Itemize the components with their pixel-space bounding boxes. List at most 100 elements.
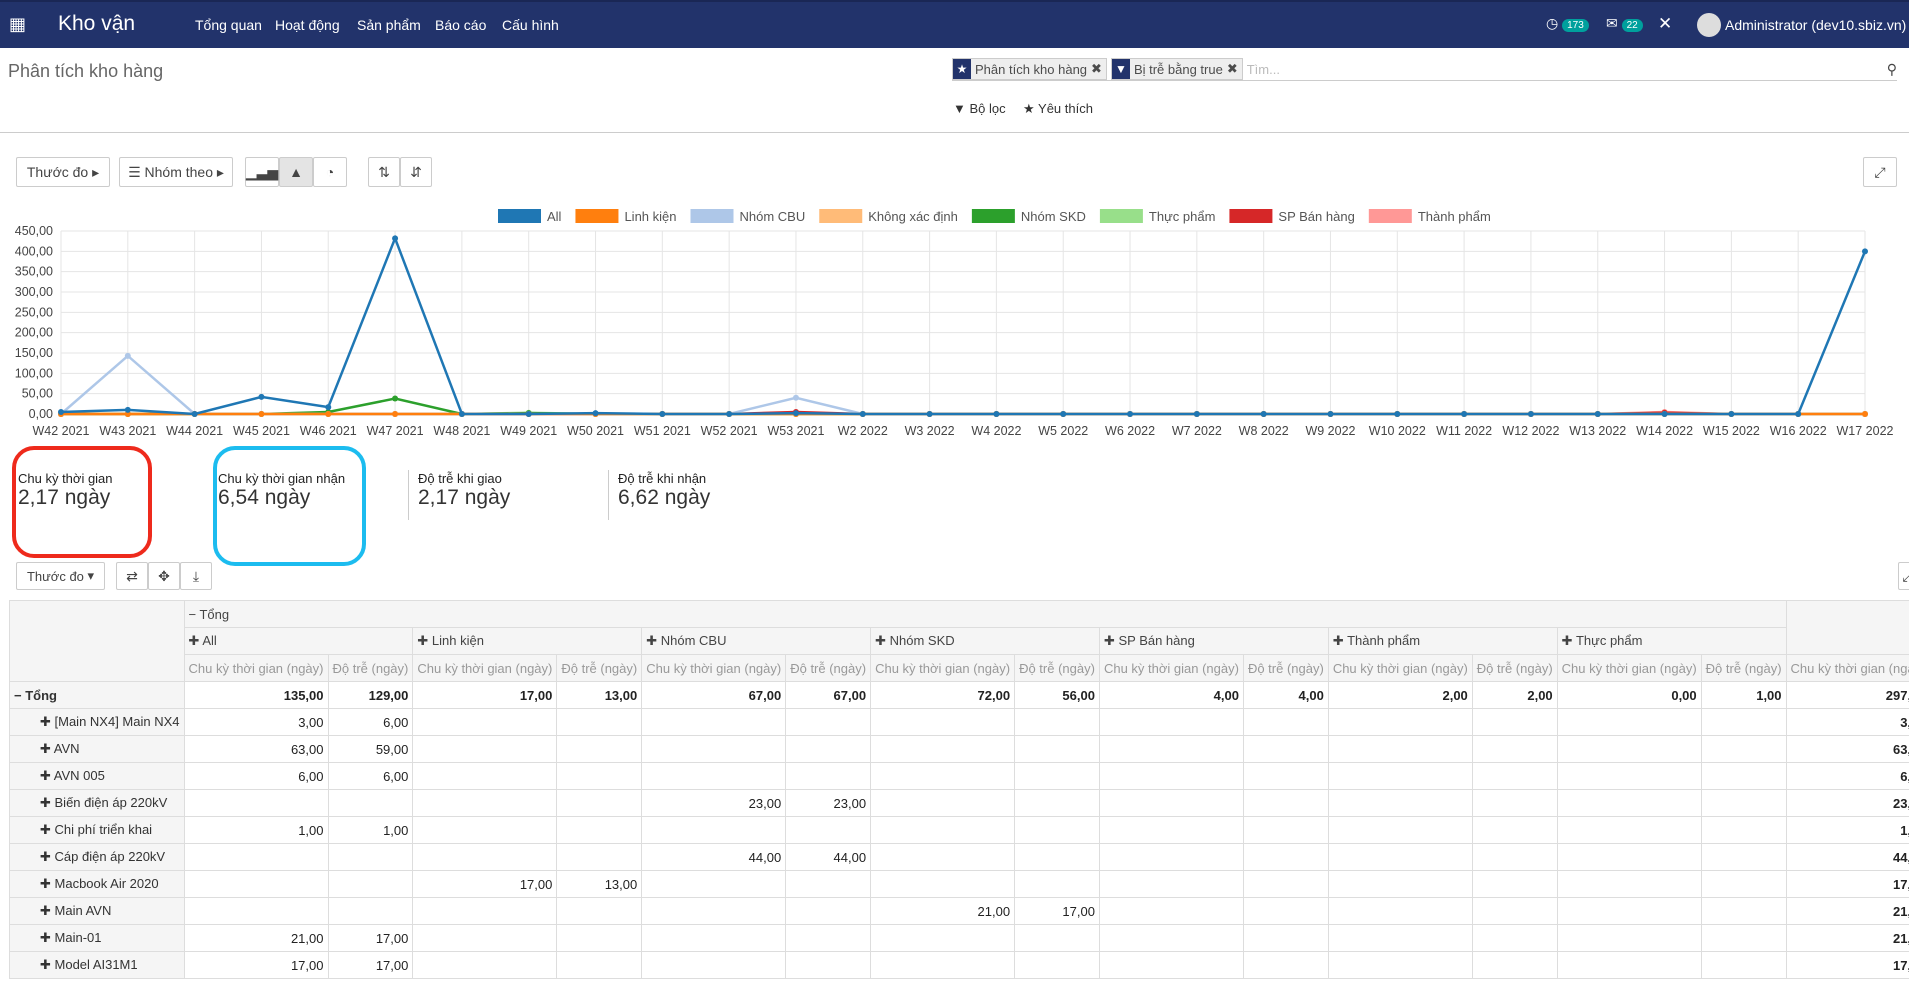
cell[interactable]: [412, 843, 558, 871]
row-header[interactable]: ✚ [Main NX4] Main NX4: [9, 708, 185, 736]
cell[interactable]: [1327, 789, 1473, 817]
cell[interactable]: 21,00: [870, 897, 1016, 925]
cell[interactable]: 13,00: [556, 870, 643, 898]
cell[interactable]: [1700, 708, 1787, 736]
cell[interactable]: [870, 735, 1016, 763]
cell[interactable]: [1471, 843, 1558, 871]
measure-button[interactable]: Thước đo ▸: [16, 157, 110, 187]
cell[interactable]: [641, 897, 787, 925]
menu-item[interactable]: Hoạt động: [275, 17, 340, 33]
measure-header[interactable]: Độ trễ (ngày): [1014, 654, 1100, 682]
cell[interactable]: 44,00: [641, 843, 787, 871]
cell[interactable]: 44,00: [1785, 843, 1909, 871]
messages[interactable]: ✉ 22: [1606, 15, 1643, 32]
cell[interactable]: [1014, 735, 1100, 763]
cell[interactable]: [785, 708, 872, 736]
cell[interactable]: [641, 924, 787, 952]
cell[interactable]: [556, 897, 643, 925]
cell[interactable]: [1556, 789, 1702, 817]
cell[interactable]: [327, 870, 414, 898]
cell[interactable]: 67,00: [785, 681, 872, 709]
cell[interactable]: [1471, 897, 1558, 925]
user-menu[interactable]: Administrator (dev10.sbiz.vn): [1725, 17, 1907, 33]
cell[interactable]: 23,00: [641, 789, 787, 817]
col-header-group[interactable]: ✚ Nhóm SKD: [870, 627, 1100, 655]
cell[interactable]: [183, 870, 329, 898]
cell[interactable]: [1242, 924, 1329, 952]
cell[interactable]: 17,00: [327, 951, 414, 979]
cell[interactable]: [1014, 762, 1100, 790]
cell[interactable]: [1242, 897, 1329, 925]
legend-item[interactable]: All: [498, 209, 562, 224]
cell[interactable]: [1327, 762, 1473, 790]
legend-item[interactable]: SP Bán hàng: [1229, 209, 1355, 224]
cell[interactable]: [1471, 924, 1558, 952]
cell[interactable]: [1471, 735, 1558, 763]
cell[interactable]: [1700, 897, 1787, 925]
facet-remove[interactable]: ✖: [1226, 61, 1238, 76]
cell[interactable]: [1700, 762, 1787, 790]
measure-header[interactable]: Chu kỳ thời gian (ngày): [870, 654, 1016, 682]
groupby-button[interactable]: ☰ Nhóm theo ▸: [119, 157, 233, 187]
cell[interactable]: 1,00: [183, 816, 329, 844]
col-header-total[interactable]: − Tổng: [183, 600, 1787, 628]
cell[interactable]: 4,00: [1098, 681, 1244, 709]
cell[interactable]: 21,00: [1785, 924, 1909, 952]
cell[interactable]: [1242, 816, 1329, 844]
cell[interactable]: [412, 762, 558, 790]
cell[interactable]: [1700, 870, 1787, 898]
cell[interactable]: 59,00: [327, 735, 414, 763]
menu-item[interactable]: Tổng quan: [195, 17, 262, 33]
cell[interactable]: 2,00: [1327, 681, 1473, 709]
cell[interactable]: [412, 924, 558, 952]
row-header[interactable]: ✚ Chi phí triển khai: [9, 816, 185, 844]
cell[interactable]: [327, 843, 414, 871]
cell[interactable]: [1327, 951, 1473, 979]
cell[interactable]: 63,00: [1785, 735, 1909, 763]
cell[interactable]: [785, 816, 872, 844]
cell[interactable]: [641, 870, 787, 898]
cell[interactable]: [785, 762, 872, 790]
cell[interactable]: [1014, 843, 1100, 871]
kpi[interactable]: Chu kỳ thời gian nhận 6,54 ngày: [218, 471, 345, 510]
measure-header[interactable]: Độ trễ (ngày): [1471, 654, 1558, 682]
cell[interactable]: [183, 843, 329, 871]
cell[interactable]: 17,00: [1014, 897, 1100, 925]
line-mode[interactable]: ▲: [279, 157, 313, 187]
cell[interactable]: [1471, 951, 1558, 979]
cell[interactable]: 3,00: [1785, 708, 1909, 736]
row-header[interactable]: ✚ Model AI31M1: [9, 951, 185, 979]
cell[interactable]: [870, 843, 1016, 871]
measure-header[interactable]: Chu kỳ thời gian (ngày): [1327, 654, 1473, 682]
cell[interactable]: [412, 708, 558, 736]
cell[interactable]: [1098, 816, 1244, 844]
cell[interactable]: [1098, 897, 1244, 925]
cell[interactable]: [1242, 789, 1329, 817]
facet[interactable]: ★ Phân tích kho hàng ✖: [952, 58, 1107, 80]
cell[interactable]: [412, 897, 558, 925]
measure-header[interactable]: Độ trễ (ngày): [327, 654, 414, 682]
cell[interactable]: 23,00: [785, 789, 872, 817]
cell[interactable]: 0,00: [1556, 681, 1702, 709]
kpi[interactable]: Độ trễ khi giao 2,17 ngày: [418, 471, 510, 510]
cell[interactable]: [556, 708, 643, 736]
cell[interactable]: [1471, 816, 1558, 844]
bar-mode[interactable]: ▁▃▅: [245, 157, 279, 187]
pie-mode[interactable]: ◔: [313, 157, 347, 187]
cell[interactable]: [556, 924, 643, 952]
row-header[interactable]: ✚ AVN: [9, 735, 185, 763]
cell[interactable]: [1471, 708, 1558, 736]
cell[interactable]: 17,00: [412, 681, 558, 709]
cell[interactable]: [641, 735, 787, 763]
facet-remove[interactable]: ✖: [1091, 61, 1102, 76]
menu-item[interactable]: Báo cáo: [435, 17, 487, 33]
cell[interactable]: [327, 789, 414, 817]
row-header[interactable]: ✚ Main AVN: [9, 897, 185, 925]
cell[interactable]: [1327, 924, 1473, 952]
cell[interactable]: [1700, 843, 1787, 871]
measure-header[interactable]: Độ trễ (ngày): [556, 654, 643, 682]
cell[interactable]: [1098, 843, 1244, 871]
cell[interactable]: 1,00: [327, 816, 414, 844]
cell[interactable]: [785, 735, 872, 763]
col-header-group[interactable]: ✚ Thành phẩm: [1327, 627, 1558, 655]
